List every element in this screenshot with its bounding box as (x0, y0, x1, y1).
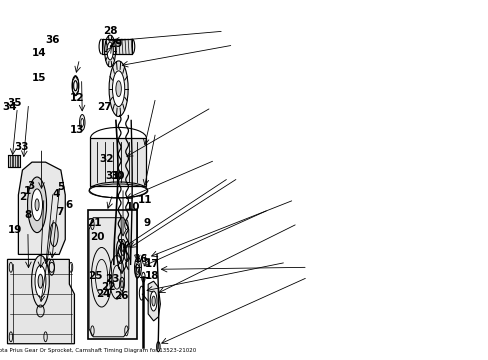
Circle shape (50, 223, 58, 247)
Text: 19: 19 (7, 225, 22, 235)
Circle shape (204, 305, 211, 323)
Bar (8, 155, 20, 167)
Text: 15: 15 (32, 73, 46, 83)
Bar (90, 138, 146, 186)
Text: 24: 24 (96, 289, 110, 299)
Circle shape (72, 76, 79, 96)
Circle shape (152, 296, 155, 306)
Circle shape (35, 265, 46, 297)
Text: 25: 25 (88, 271, 103, 282)
Bar (102, 39, 132, 54)
Text: 2004 Toyota Prius Gear Or Sprocket, Camshaft Timing Diagram for 13523-21020: 2004 Toyota Prius Gear Or Sprocket, Cams… (0, 348, 195, 353)
Ellipse shape (235, 332, 247, 342)
Text: 10: 10 (125, 202, 140, 212)
Bar (185, 261, 223, 306)
Circle shape (81, 118, 83, 126)
Text: 26: 26 (114, 291, 128, 301)
Circle shape (134, 257, 141, 277)
Circle shape (32, 189, 42, 221)
Polygon shape (7, 260, 74, 344)
Text: 14: 14 (32, 48, 46, 58)
Circle shape (74, 81, 77, 91)
Circle shape (27, 177, 46, 233)
Polygon shape (19, 162, 65, 255)
Ellipse shape (235, 278, 248, 290)
Text: 29: 29 (108, 39, 122, 49)
Text: 27: 27 (97, 102, 111, 112)
Circle shape (112, 71, 124, 107)
Text: 23: 23 (105, 274, 120, 284)
Text: 7: 7 (57, 207, 64, 217)
Text: 34: 34 (2, 102, 17, 112)
Text: 33: 33 (14, 142, 28, 152)
Text: 6: 6 (65, 200, 72, 210)
Text: 21: 21 (87, 218, 102, 228)
Text: 9: 9 (143, 218, 150, 228)
Text: 1: 1 (23, 186, 31, 196)
Text: 4: 4 (52, 189, 60, 199)
Circle shape (116, 81, 121, 96)
Text: 36: 36 (45, 35, 60, 45)
Text: 30: 30 (110, 171, 125, 181)
Text: 11: 11 (138, 195, 152, 204)
Text: 35: 35 (8, 98, 22, 108)
Circle shape (38, 274, 43, 288)
Bar (88, 210, 137, 339)
Text: 17: 17 (144, 259, 159, 269)
Circle shape (104, 35, 115, 67)
Bar (213, 294, 217, 299)
Circle shape (35, 199, 39, 211)
Text: 16: 16 (133, 253, 148, 264)
Text: 5: 5 (58, 182, 65, 192)
Text: 12: 12 (70, 93, 84, 103)
Text: 8: 8 (24, 210, 31, 220)
Circle shape (109, 61, 128, 117)
Polygon shape (89, 218, 128, 337)
Text: 3: 3 (27, 181, 34, 191)
Text: 28: 28 (103, 26, 118, 36)
Circle shape (80, 114, 85, 130)
Circle shape (234, 289, 249, 333)
Text: 13: 13 (70, 125, 84, 135)
Text: 22: 22 (101, 282, 116, 292)
Polygon shape (148, 281, 160, 321)
Circle shape (32, 255, 49, 307)
Text: 2: 2 (19, 192, 26, 202)
Text: 31: 31 (105, 171, 120, 181)
Bar (185, 246, 189, 251)
Circle shape (107, 42, 113, 60)
Text: 20: 20 (89, 232, 104, 242)
Circle shape (150, 291, 157, 311)
Text: 32: 32 (99, 154, 113, 163)
Text: 18: 18 (144, 271, 159, 282)
